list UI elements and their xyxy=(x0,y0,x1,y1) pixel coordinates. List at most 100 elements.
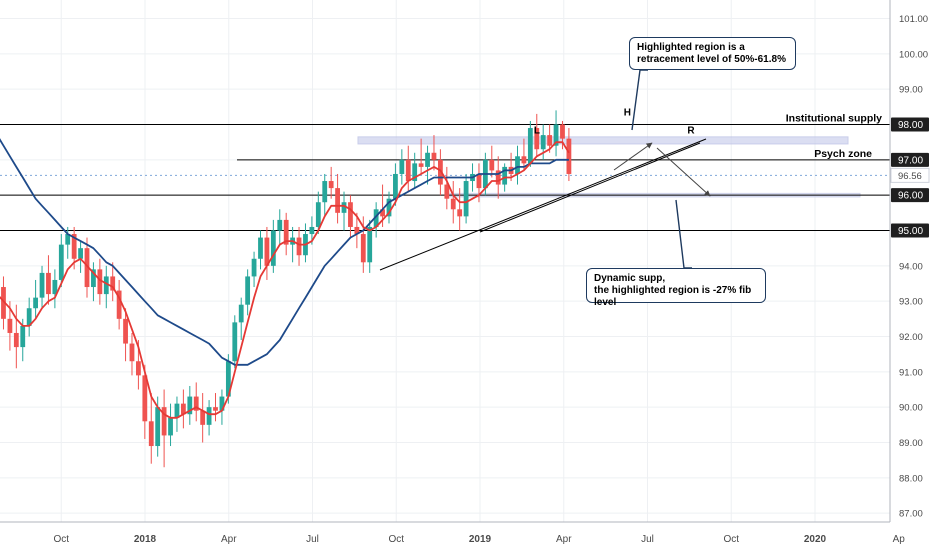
pattern-label: L xyxy=(534,125,540,136)
candle-body xyxy=(444,184,450,199)
annotation-top-text: Highlighted region is a retracement leve… xyxy=(637,42,786,65)
candle-body xyxy=(489,159,495,171)
price-tick-label: 87.00 xyxy=(899,509,923,520)
candle-body xyxy=(1,287,6,319)
candle-body xyxy=(547,135,553,146)
candle-body xyxy=(161,407,167,436)
candle-body xyxy=(7,318,13,333)
time-tick-label: 2019 xyxy=(469,534,492,545)
pattern-label: R xyxy=(687,125,695,136)
candle-body xyxy=(463,181,469,217)
candle-body xyxy=(213,407,218,411)
level-tag-label: 97.00 xyxy=(898,155,923,166)
candle-body xyxy=(219,396,225,411)
candle-body xyxy=(148,421,154,447)
candles xyxy=(1,110,572,468)
candle-body xyxy=(425,152,430,167)
candle-body xyxy=(206,407,212,425)
time-tick-label: 2020 xyxy=(804,534,827,545)
price-tick-label: 99.00 xyxy=(899,85,923,96)
price-tick-label: 88.00 xyxy=(899,473,923,484)
level-name: Institutional supply xyxy=(786,113,882,125)
level-lines: Institutional supply Psych zone xyxy=(0,113,890,231)
candle-body xyxy=(380,209,385,217)
candle-body xyxy=(142,375,148,422)
candle-body xyxy=(393,173,398,199)
candle-body xyxy=(277,219,283,231)
price-axis[interactable]: 101.00 100.00 99.00 98.00 97.00 96.00 95.00 94.… xyxy=(889,0,930,522)
level-tag xyxy=(891,223,929,238)
candle-body xyxy=(84,248,90,288)
candle-body xyxy=(566,138,572,174)
candle-body xyxy=(348,202,353,227)
time-tick-label: Jul xyxy=(306,534,319,545)
annotation-bottom-line1: Dynamic supp, xyxy=(594,273,666,284)
candle-body xyxy=(71,234,77,259)
time-axis[interactable]: Oct 2018 Apr Jul Oct 2019 Apr Jul Oct 2020 Ap xyxy=(0,521,906,545)
annotation-top[interactable]: Highlighted region is a retracement leve… xyxy=(629,37,796,70)
candle-body xyxy=(540,135,546,150)
level-tag-label: 96.00 xyxy=(898,191,923,202)
candle-body xyxy=(527,128,533,164)
candle-body xyxy=(238,304,244,323)
candle-body xyxy=(354,226,360,235)
candle-body xyxy=(405,159,411,182)
arrow-down xyxy=(656,147,711,197)
level-tag xyxy=(891,152,929,167)
candle-body xyxy=(457,209,463,217)
trendline-lower xyxy=(379,138,707,271)
level-tag-label: 95.00 xyxy=(898,226,923,237)
time-tick-label: 2018 xyxy=(134,534,157,545)
time-tick-label: Oct xyxy=(53,534,69,545)
time-tick-label: Ap xyxy=(893,534,906,545)
candle-body xyxy=(553,124,559,146)
price-tick-label: 89.00 xyxy=(899,438,923,449)
candle-body xyxy=(110,276,116,291)
candle-body xyxy=(46,272,51,295)
candle-body xyxy=(168,417,173,436)
candle-body xyxy=(245,276,251,305)
candle-body xyxy=(437,159,443,185)
candle-body xyxy=(309,226,315,235)
candle-body xyxy=(476,173,482,189)
candle-body xyxy=(360,234,366,263)
candle-body xyxy=(33,297,39,309)
level-name: Psych zone xyxy=(814,148,872,160)
candle-body xyxy=(335,188,340,213)
candle-body xyxy=(91,269,96,288)
candle-body xyxy=(20,325,26,348)
candle-body xyxy=(123,318,128,344)
candle-body xyxy=(193,396,199,411)
price-tick-label: 91.00 xyxy=(899,367,923,378)
time-tick-label: Jul xyxy=(641,534,654,545)
candle-body xyxy=(296,237,302,256)
candle-body xyxy=(399,159,405,174)
slow-moving-average xyxy=(0,138,569,366)
price-tick-label: 100.00 xyxy=(899,49,928,60)
candle-body xyxy=(534,128,540,150)
candle-body xyxy=(521,156,527,164)
price-tick-label: 93.00 xyxy=(899,297,923,308)
candle-body xyxy=(328,181,334,189)
candle-body xyxy=(283,219,289,245)
candle-body xyxy=(322,181,328,203)
candle-body xyxy=(136,361,141,376)
callout-pointer-bottom xyxy=(675,199,692,269)
candle-body xyxy=(386,198,392,217)
time-tick-label: Apr xyxy=(221,534,237,545)
candle-body xyxy=(187,396,193,415)
annotation-bottom[interactable]: Dynamic supp, the highlighted region is … xyxy=(586,268,766,308)
candle-body xyxy=(116,290,122,319)
last-price-label: 96.56 xyxy=(898,171,922,182)
candle-body xyxy=(129,343,135,362)
candle-body xyxy=(65,234,71,245)
trendline-upper xyxy=(479,142,701,233)
annotation-bottom-line2: the highlighted region is -27% fib level xyxy=(594,285,752,308)
candle-body xyxy=(225,361,231,397)
candle-body xyxy=(264,237,270,266)
candle-body xyxy=(367,226,373,263)
candle-body xyxy=(270,230,276,266)
candle-body xyxy=(341,202,347,213)
candle-body xyxy=(232,322,238,362)
